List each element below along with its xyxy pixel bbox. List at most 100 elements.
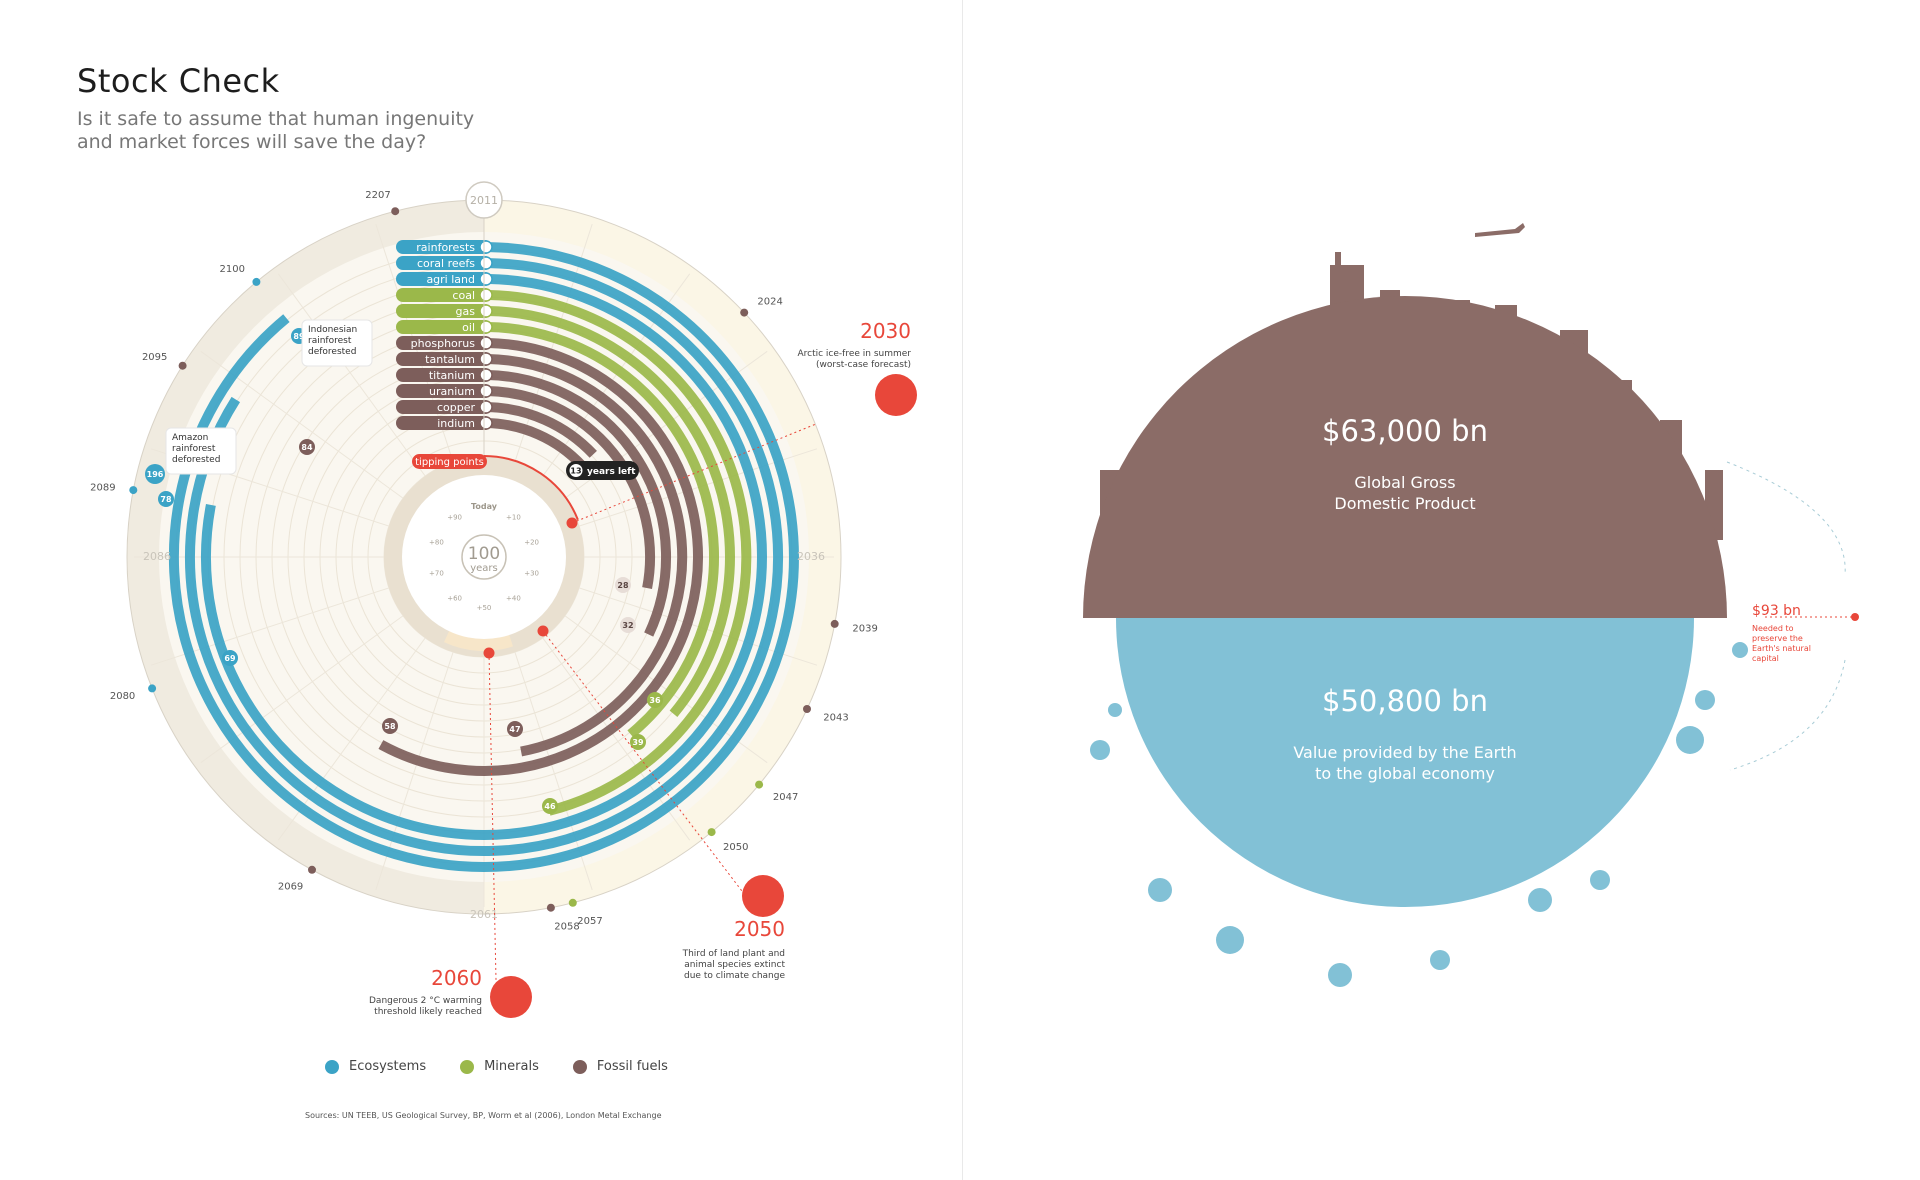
resource-arc-agri-land: agri land	[201, 272, 767, 840]
resource-label-pill	[396, 400, 492, 414]
years-left-dot	[615, 577, 631, 593]
legend-label-minerals: Minerals	[484, 1059, 539, 1074]
years-left-dot	[507, 721, 523, 737]
resource-arc-oil: oil	[396, 320, 719, 739]
years-left-badge-28: 28	[615, 577, 631, 593]
page-title: Stock Check	[77, 62, 280, 100]
callout-text-line: Amazon	[172, 433, 208, 443]
tipping-point-text-line: (worst-case forecast)	[816, 360, 911, 370]
resource-label: phosphorus	[411, 337, 476, 350]
titanium-icon	[479, 368, 493, 382]
years-left-value: 47	[509, 725, 520, 734]
callout-box	[301, 319, 373, 367]
years-left-dot	[145, 464, 165, 484]
legend-item-ecosystems: Ecosystems	[325, 1059, 426, 1074]
years-left-value: 28	[617, 581, 629, 590]
year-tick-label-2057: 2057	[577, 916, 602, 927]
ring-year-label-2036: 2036	[797, 550, 825, 563]
center-dial-tick-4: +40	[506, 595, 521, 603]
earth-value: $50,800 bn	[1322, 684, 1488, 718]
callout-text-line: rainforest	[308, 336, 352, 346]
tipping-point-text-line: animal species extinct	[684, 960, 785, 970]
resource-label-pill	[396, 272, 492, 286]
coral-icon	[479, 256, 493, 270]
year-tick-dot-2095	[178, 361, 187, 370]
sun-icon	[490, 976, 532, 1018]
tipping-point-text-line: Dangerous 2 °C warming	[369, 996, 482, 1006]
years-left-value: 39	[632, 738, 644, 747]
center-dial-tick-6: +60	[447, 595, 462, 603]
resource-label-pill	[396, 256, 492, 270]
center-dial-tick-7: +70	[429, 570, 444, 578]
needed-text-line: capital	[1752, 654, 1779, 663]
resource-arc-indium: indium	[396, 416, 586, 469]
resource-label-pill	[396, 384, 492, 398]
resource-label: coral reefs	[417, 257, 475, 270]
resource-arc-rainforests: rainforests	[168, 240, 799, 873]
year-tick-label-2058: 2058	[554, 921, 579, 932]
callout-text-line: Indonesian	[308, 325, 357, 335]
resource-arc-stroke	[487, 354, 688, 757]
earth-label-line: to the global economy	[1315, 764, 1495, 783]
resource-arc-stroke	[185, 258, 784, 857]
resource-label-pill	[396, 352, 492, 366]
subtitle-line-1: Is it safe to assume that human ingenuit…	[77, 108, 475, 130]
years-left-badge-46: 46	[542, 798, 558, 814]
wildlife-shape	[1108, 703, 1122, 717]
resource-arc-stroke	[488, 322, 719, 739]
legend-swatch-ecosystems	[325, 1059, 339, 1074]
center-dial-tick-1: +10	[506, 514, 521, 522]
year-tick-dot-2089	[129, 486, 138, 495]
page-subtitle: Is it safe to assume that human ingenuit…	[77, 108, 537, 154]
year-tick-label-2089: 2089	[90, 483, 115, 494]
gdp-half	[1083, 296, 1727, 618]
years-left-badge-32: 32	[620, 617, 636, 633]
tipping-point-text-line: due to climate change	[684, 971, 785, 981]
year-tick-dot-2024	[740, 308, 749, 317]
resource-arc-coral-reefs: coral reefs	[185, 256, 784, 857]
years-left-pill	[566, 461, 639, 480]
tipping-points-label: tipping points	[415, 457, 484, 468]
resource-label-pill	[396, 416, 492, 430]
resource-arc-uranium: uranium	[396, 384, 656, 590]
resource-arc-tantalum: tantalum	[396, 352, 688, 757]
tantalum-icon	[479, 352, 493, 366]
resource-arc-stroke	[378, 338, 703, 776]
resource-label-pill	[396, 304, 492, 318]
year-tick-dot-2080	[148, 684, 157, 693]
year-tick-dot-2047	[755, 780, 764, 789]
years-left-badge-47: 47	[507, 721, 523, 737]
gdp-label-line: Domestic Product	[1334, 494, 1475, 513]
wildlife-shape	[1090, 740, 1110, 760]
wildlife-shape	[1732, 642, 1748, 658]
sources-note: Sources: UN TEEB, US Geological Survey, …	[305, 1111, 662, 1120]
center-dial-unit: years	[470, 563, 498, 574]
callout-text-line: deforested	[308, 347, 356, 357]
resource-label: tantalum	[425, 353, 475, 366]
resource-arc-stroke	[488, 290, 752, 816]
years-left-pill-number-bg	[569, 464, 583, 477]
resource-arc-stroke	[487, 370, 672, 637]
tipping-point-year: 2050	[734, 917, 785, 941]
center-dial-tick-2: +20	[524, 539, 539, 547]
ring-year-label-2086: 2086	[143, 550, 171, 563]
legend-label-fossil-fuels: Fossil fuels	[596, 1059, 668, 1074]
iceberg-icon	[875, 374, 917, 416]
wildlife-shape	[1216, 926, 1244, 954]
resource-label: gas	[456, 305, 476, 318]
year-tick-label-2024: 2024	[757, 296, 782, 307]
wildlife-shape	[1148, 878, 1172, 902]
years-left-value: 32	[622, 621, 633, 630]
center-dial-tick-9: +90	[447, 514, 462, 522]
start-year-badge	[465, 181, 503, 219]
gdp-label-line: Global Gross	[1354, 473, 1455, 492]
oil-icon	[479, 320, 493, 334]
center-dial-face	[402, 475, 566, 639]
wildlife-silhouette	[1090, 642, 1748, 987]
gdp-value: $63,000 bn	[1322, 414, 1488, 448]
years-left-pill-number: 13	[570, 467, 581, 476]
resource-label-pill	[396, 336, 492, 350]
years-left-pill-label: years left	[587, 467, 636, 477]
center-dial-tick-3: +30	[524, 570, 539, 578]
